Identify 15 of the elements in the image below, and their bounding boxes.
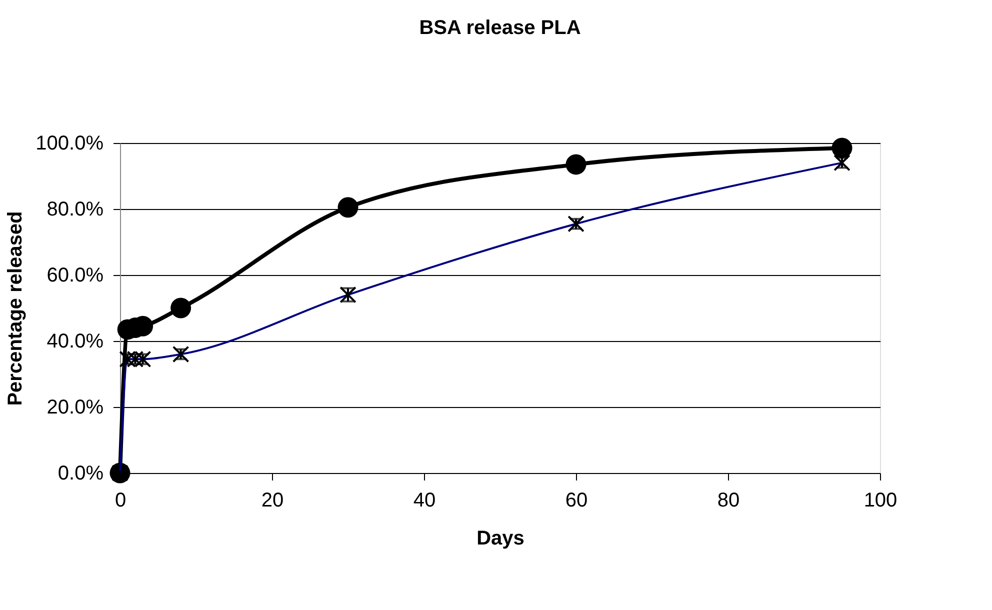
x-tick-label: 40 <box>413 490 436 512</box>
y-tick-label: 60.0% <box>46 264 104 286</box>
x-tick-label: 80 <box>717 490 740 512</box>
y-tick-label: 80.0% <box>46 198 104 220</box>
y-tick-label: 100.0% <box>36 132 104 154</box>
y-tick-label: 40.0% <box>46 330 104 352</box>
x-tick-label: 0 <box>114 490 126 512</box>
x-tick-label: 100 <box>864 490 898 512</box>
chart-title: BSA release PLA <box>419 17 581 39</box>
y-tick-label: 0.0% <box>58 462 104 484</box>
x-tick-label: 20 <box>261 490 284 512</box>
y-axis-title: Percentage released <box>4 211 27 406</box>
x-tick-label: 60 <box>565 490 588 512</box>
x-axis-title: Days <box>476 528 524 550</box>
y-tick-label: 20.0% <box>46 396 104 418</box>
